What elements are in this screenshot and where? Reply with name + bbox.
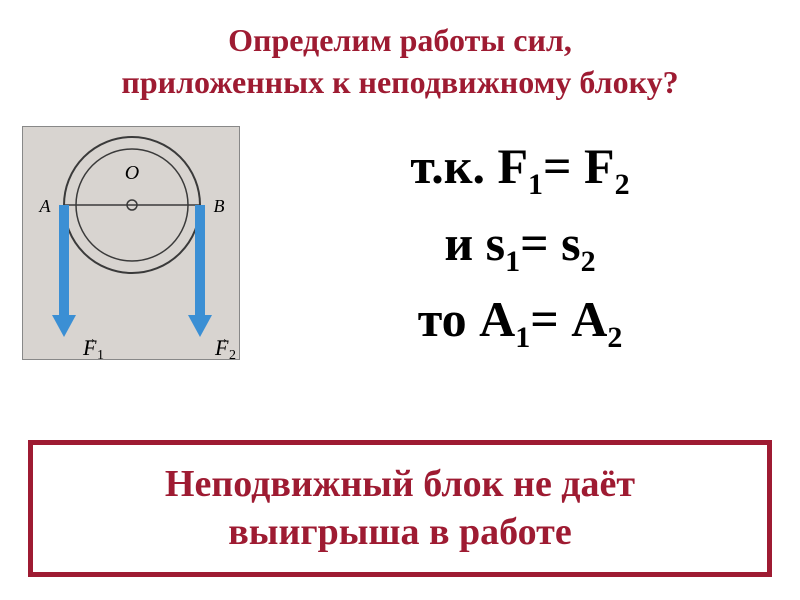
f1-sub1: 1 (528, 168, 543, 201)
f3-prefix: то А (418, 291, 516, 347)
f1-var1: F (498, 138, 529, 194)
formula-block: т.к. F1= F2 и s1= s2 то А1= А2 (260, 135, 780, 365)
conclusion-box: Неподвижный блок не даёт выигрыша в рабо… (28, 440, 772, 577)
f2-mid: = s (520, 215, 580, 271)
f2-sub1: 1 (505, 245, 520, 278)
force-arrowhead-f1 (52, 315, 76, 337)
pulley-svg: O A B → F 1 → F 2 (23, 127, 241, 361)
label-F1-sub: 1 (97, 348, 104, 361)
formula-line3: то А1= А2 (260, 288, 780, 357)
f3-sub2: 2 (607, 321, 622, 354)
slide-title: Определим работы сил, приложенных к непо… (0, 0, 800, 103)
conclusion-line2: выигрыша в работе (43, 509, 757, 557)
f2-sub2: 2 (581, 245, 596, 278)
pulley-diagram: O A B → F 1 → F 2 (22, 126, 240, 360)
formula-line1: т.к. F1= F2 (260, 135, 780, 204)
f1-prefix: т.к. (410, 138, 497, 194)
label-F1: F (82, 335, 97, 360)
f1-sub2: 2 (615, 168, 630, 201)
label-F2: F (214, 335, 229, 360)
label-B: B (214, 196, 225, 216)
label-F2-sub: 2 (229, 348, 236, 361)
formula-line2: и s1= s2 (260, 212, 780, 281)
f3-mid: = А (530, 291, 607, 347)
conclusion-line1: Неподвижный блок не даёт (43, 461, 757, 509)
force-arrowhead-f2 (188, 315, 212, 337)
title-line2: приложенных к неподвижному блоку? (0, 62, 800, 104)
label-O: O (125, 162, 139, 184)
f2-prefix: и s (444, 215, 505, 271)
title-line1: Определим работы сил, (0, 20, 800, 62)
label-A: A (39, 196, 52, 216)
f1-mid: = F (543, 138, 615, 194)
f3-sub1: 1 (515, 321, 530, 354)
